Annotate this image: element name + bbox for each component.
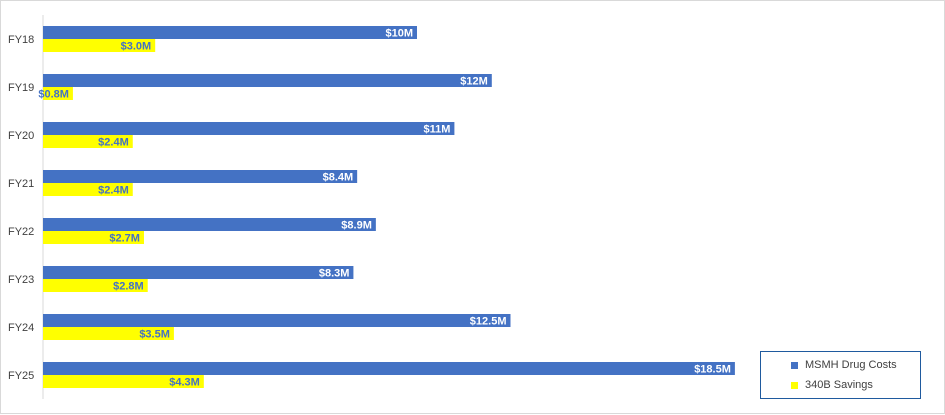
legend-swatch-drug-costs <box>791 361 798 369</box>
savings-data-label: $2.4M <box>98 185 129 197</box>
legend-swatch-340b-savings <box>791 381 798 389</box>
drug-cost-data-label: $11M <box>423 124 450 136</box>
savings-bar <box>43 231 144 244</box>
legend-item-340b-savings: 340B Savings <box>791 379 873 391</box>
category-label: FY24 <box>8 322 34 334</box>
legend-label-340b-savings: 340B Savings <box>805 379 873 391</box>
savings-data-label: $3.0M <box>121 41 152 53</box>
chart-legend: MSMH Drug Costs 340B Savings <box>760 351 921 399</box>
drug-cost-data-label: $8.4M <box>323 172 354 184</box>
legend-item-drug-costs: MSMH Drug Costs <box>791 359 897 371</box>
savings-bar <box>43 135 133 148</box>
category-label: FY25 <box>8 370 34 382</box>
savings-data-label: $2.4M <box>98 137 129 149</box>
category-label: FY18 <box>8 34 34 46</box>
category-label: FY21 <box>8 178 34 190</box>
category-label: FY23 <box>8 274 34 286</box>
savings-bar <box>43 327 174 340</box>
drug-cost-bar <box>43 362 735 375</box>
drug-cost-data-label: $10M <box>385 28 413 40</box>
drug-cost-bar <box>43 170 358 183</box>
savings-data-label: $4.3M <box>169 377 200 389</box>
drug-cost-bar <box>43 122 455 135</box>
savings-bar <box>43 183 133 196</box>
drug-cost-data-label: $8.3M <box>319 268 350 280</box>
drug-cost-bar <box>43 74 492 87</box>
legend-label-drug-costs: MSMH Drug Costs <box>805 359 897 371</box>
savings-bar <box>43 39 156 52</box>
category-label: FY20 <box>8 130 34 142</box>
savings-bar <box>43 279 148 292</box>
category-label: FY22 <box>8 226 34 238</box>
drug-cost-bar <box>43 266 354 279</box>
savings-bar <box>43 87 73 100</box>
savings-bar <box>43 375 204 388</box>
drug-cost-bar <box>43 314 511 327</box>
drug-cost-data-label: $18.5M <box>694 364 731 376</box>
savings-data-label: $3.5M <box>139 329 170 341</box>
savings-data-label: $0.8M <box>38 89 69 101</box>
savings-data-label: $2.8M <box>113 281 144 293</box>
savings-data-label: $2.7M <box>109 233 140 245</box>
category-label: FY19 <box>8 82 34 94</box>
drug-cost-data-label: $12M <box>460 76 488 88</box>
drug-cost-bar <box>43 26 417 39</box>
drug-cost-data-label: $8.9M <box>341 220 372 232</box>
drug-cost-data-label: $12.5M <box>470 316 507 328</box>
drug-cost-bar <box>43 218 376 231</box>
